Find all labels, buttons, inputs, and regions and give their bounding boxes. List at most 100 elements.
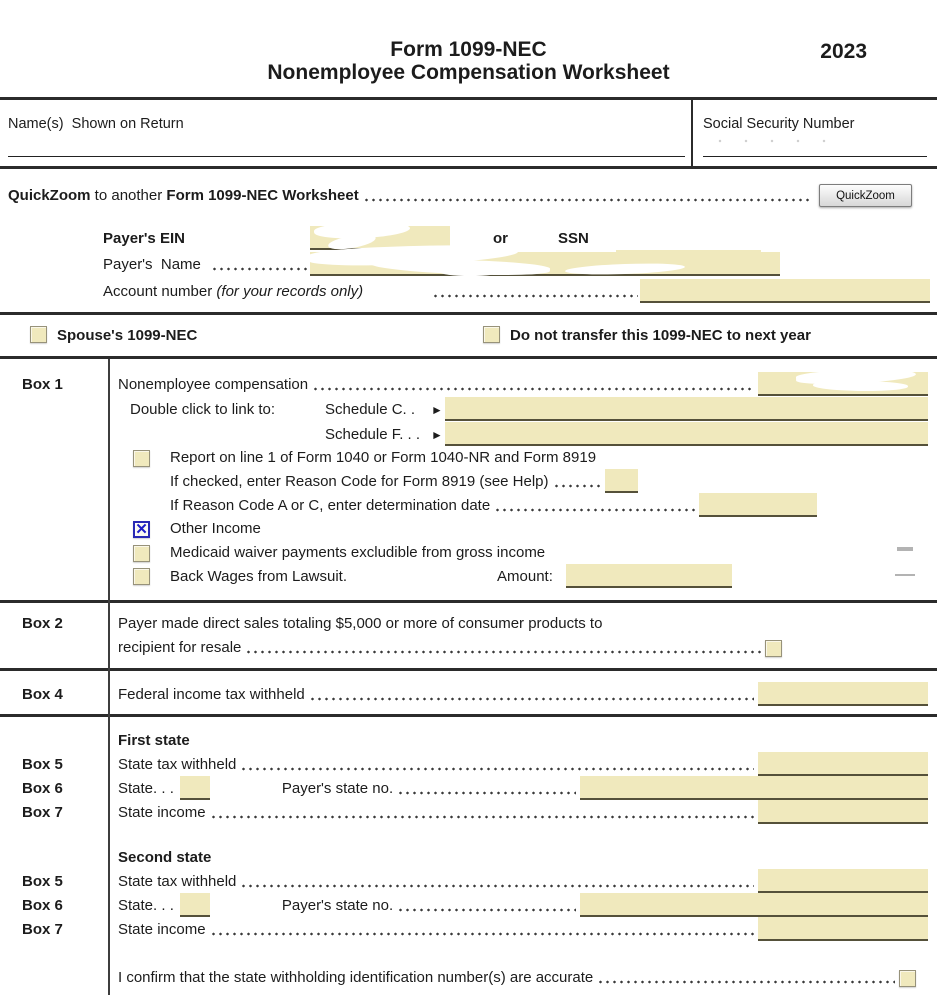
nonemployee-comp-field[interactable] bbox=[758, 367, 928, 396]
report-line1-checkbox[interactable] bbox=[133, 449, 150, 467]
schedule-c-label: Schedule C. . bbox=[325, 401, 416, 418]
state-tax-withheld-label: State tax withheld bbox=[118, 756, 237, 773]
account-note-italic: (for your records only) bbox=[216, 283, 364, 300]
leader-dots bbox=[240, 752, 754, 776]
divider bbox=[0, 600, 937, 603]
no-transfer-label: Do not transfer this 1099-NEC to next ye… bbox=[510, 327, 811, 344]
confirm-checkbox[interactable] bbox=[899, 970, 916, 987]
payer-name-label: Payer's Name bbox=[103, 256, 201, 273]
federal-withheld-field[interactable] bbox=[758, 682, 928, 706]
state2-box6-row: Box 6 State. . . Payer's state no. bbox=[0, 893, 937, 917]
boxes-table: Box 1 Nonemployee compensation Double cl… bbox=[0, 359, 937, 995]
back-wages-label: Back Wages from Lawsuit. bbox=[170, 568, 348, 585]
box6-label: Box 6 bbox=[22, 780, 63, 797]
account-number-row: Account number (for your records only) bbox=[0, 279, 937, 305]
ssn-label: Social Security Number bbox=[703, 116, 855, 132]
ssn-redacted-value bbox=[707, 138, 827, 146]
state2-box5-row: Box 5 State tax withheld bbox=[0, 869, 937, 893]
state2-abbrev-field[interactable] bbox=[179, 893, 210, 917]
redaction-artifact bbox=[897, 547, 913, 551]
spouse-1099-label: Spouse's 1099-NEC bbox=[57, 327, 198, 344]
leader-dots bbox=[240, 869, 754, 893]
leader-dots bbox=[209, 800, 754, 824]
divider bbox=[0, 714, 937, 717]
leader-dots bbox=[211, 256, 313, 276]
account-number-field[interactable] bbox=[640, 279, 930, 303]
reason-code-field[interactable] bbox=[604, 469, 638, 493]
quickzoom-middle: to another bbox=[90, 187, 167, 204]
payer-state-no-label: Payer's state no. bbox=[281, 897, 394, 914]
state2-box7-row: Box 7 State income bbox=[0, 917, 937, 941]
box2-line1-row: Box 2 Payer made direct sales totaling $… bbox=[0, 613, 937, 635]
back-wages-row: Back Wages from Lawsuit. Amount: bbox=[0, 564, 937, 588]
state-income-label: State income bbox=[118, 804, 206, 821]
other-income-row: ✕ Other Income bbox=[0, 517, 937, 540]
box7-label: Box 7 bbox=[22, 921, 63, 938]
link-arrow-icon: ► bbox=[431, 428, 443, 442]
ssn-entry-line[interactable] bbox=[703, 156, 927, 157]
payer-section: Payer's EIN or SSN Payer's Name Account … bbox=[0, 219, 937, 312]
state-label: State. . . bbox=[118, 780, 174, 797]
leader-dots bbox=[245, 637, 761, 659]
state2-tax-withheld-field[interactable] bbox=[758, 869, 928, 893]
determination-date-field[interactable] bbox=[699, 493, 817, 517]
reason-code-row: If checked, enter Reason Code for Form 8… bbox=[0, 469, 937, 493]
box1-comp-row: Box 1 Nonemployee compensation bbox=[0, 367, 937, 396]
no-transfer-checkbox[interactable] bbox=[483, 326, 500, 343]
state1-tax-withheld-field[interactable] bbox=[758, 752, 928, 776]
double-click-label: Double click to link to: bbox=[130, 401, 276, 418]
second-state-section: Second state Box 5 State tax withheld Bo… bbox=[0, 824, 937, 941]
schedule-c-link-field[interactable] bbox=[444, 397, 928, 421]
state1-payer-no-field[interactable] bbox=[580, 776, 928, 800]
name-ssn-row: Name(s) Shown on Return Social Security … bbox=[0, 100, 937, 169]
spouse-1099-checkbox[interactable] bbox=[30, 326, 47, 343]
account-label-text: Account number bbox=[103, 283, 217, 300]
first-state-section: First state Box 5 State tax withheld Box… bbox=[0, 717, 937, 824]
state2-payer-no-field[interactable] bbox=[580, 893, 928, 917]
schedule-f-row: Schedule F. . . ► bbox=[0, 421, 937, 446]
other-income-checkbox[interactable]: ✕ bbox=[133, 520, 150, 538]
names-entry-line[interactable] bbox=[8, 156, 685, 157]
form-title-line1: Form 1099-NEC bbox=[390, 38, 547, 61]
box7-label: Box 7 bbox=[22, 804, 63, 821]
amount-label: Amount: bbox=[497, 568, 553, 585]
redaction-artifact bbox=[895, 574, 915, 576]
state1-box7-row: Box 7 State income bbox=[0, 800, 937, 824]
leader-dots bbox=[397, 776, 576, 800]
state1-box6-row: Box 6 State. . . Payer's state no. bbox=[0, 776, 937, 800]
quickzoom-button[interactable]: QuickZoom bbox=[819, 184, 912, 207]
first-state-header-row: First state bbox=[0, 731, 937, 752]
box5-label: Box 5 bbox=[22, 756, 63, 773]
leader-dots bbox=[362, 185, 809, 207]
federal-withheld-label: Federal income tax withheld bbox=[118, 686, 305, 703]
confirm-section: I confirm that the state withholding ide… bbox=[0, 941, 937, 995]
schedule-f-link-field[interactable] bbox=[444, 422, 928, 446]
state1-abbrev-field[interactable] bbox=[179, 776, 210, 800]
box1-section: Box 1 Nonemployee compensation Double cl… bbox=[0, 359, 937, 600]
payer-ein-label: Payer's EIN bbox=[103, 230, 185, 247]
payer-name-field[interactable] bbox=[307, 242, 780, 278]
state1-income-field[interactable] bbox=[758, 800, 928, 824]
state-income-label: State income bbox=[118, 921, 206, 938]
form-title-line2: Nonemployee Compensation Worksheet bbox=[267, 61, 670, 84]
check-x-icon: ✕ bbox=[135, 520, 148, 538]
payer-ssn-label: SSN bbox=[558, 230, 589, 247]
first-state-header: First state bbox=[118, 732, 190, 749]
other-income-label: Other Income bbox=[170, 520, 261, 537]
determination-date-row: If Reason Code A or C, enter determinati… bbox=[0, 493, 937, 517]
payer-name-row: Payer's Name bbox=[0, 242, 937, 278]
payer-state-no-label: Payer's state no. bbox=[281, 780, 394, 797]
quickzoom-row: QuickZoom to another Form 1099-NEC Works… bbox=[0, 169, 937, 220]
state2-income-field[interactable] bbox=[758, 917, 928, 941]
leader-dots bbox=[397, 893, 576, 917]
report-line1-label: Report on line 1 of Form 1040 or Form 10… bbox=[170, 449, 597, 466]
state1-box5-row: Box 5 State tax withheld bbox=[0, 752, 937, 776]
medicaid-checkbox[interactable] bbox=[133, 544, 150, 562]
second-state-header-row: Second state bbox=[0, 848, 937, 869]
names-label: Name(s) Shown on Return bbox=[8, 116, 184, 132]
back-wages-amount-field[interactable] bbox=[565, 564, 732, 588]
account-number-label: Account number (for your records only) bbox=[103, 281, 363, 303]
confirm-row: I confirm that the state withholding ide… bbox=[0, 965, 937, 989]
back-wages-checkbox[interactable] bbox=[133, 568, 150, 585]
direct-sales-checkbox[interactable] bbox=[765, 640, 782, 657]
